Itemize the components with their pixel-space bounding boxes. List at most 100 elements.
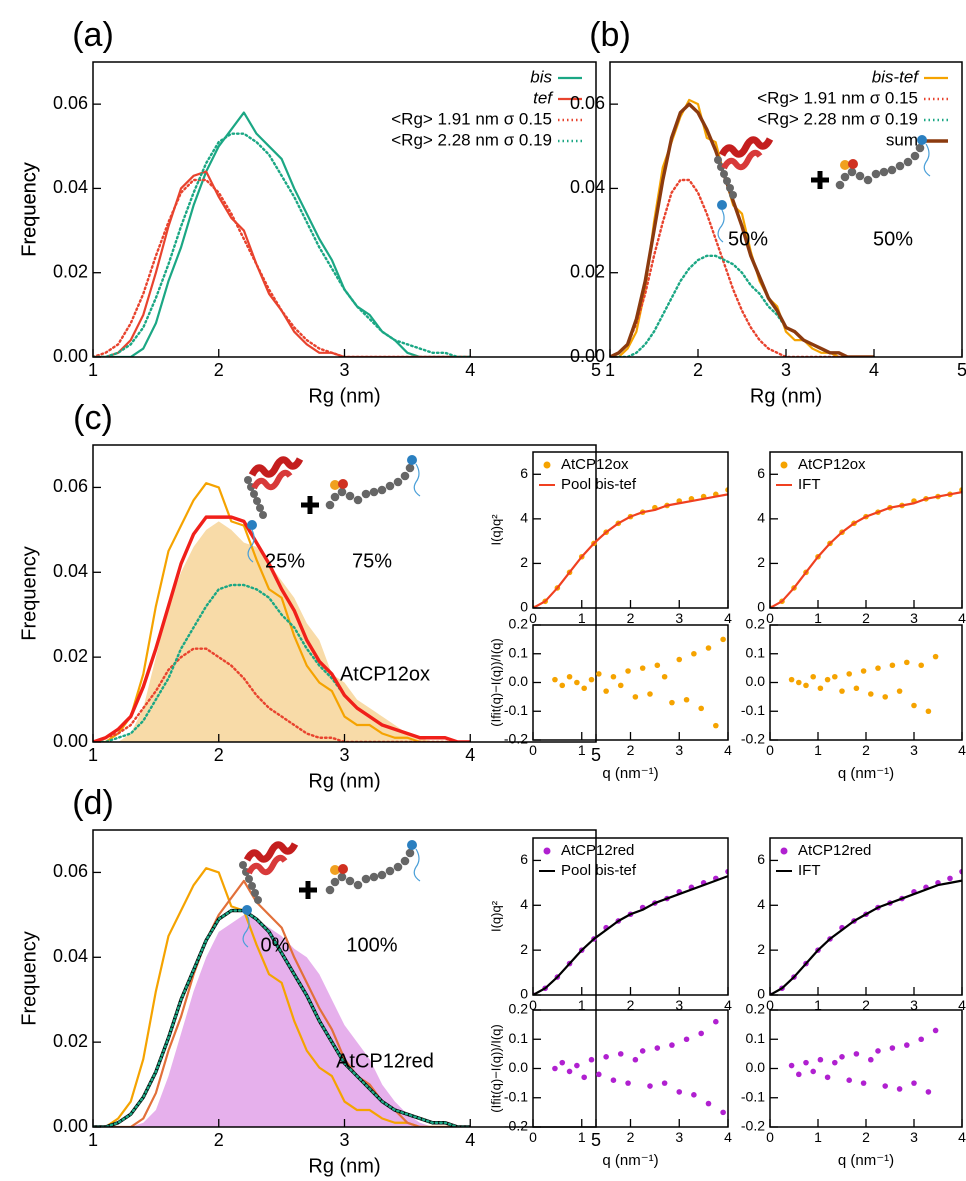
plot-area (770, 868, 962, 995)
x-tick-label: 0 (529, 1129, 537, 1145)
axes-frame (92, 61, 597, 358)
icon-bead (239, 861, 247, 869)
line (93, 482, 471, 742)
x-tick-label: 1 (88, 360, 98, 380)
y-tick-label: 0.2 (509, 1001, 529, 1017)
icon-bead (720, 170, 728, 178)
icon-bead (407, 840, 417, 850)
line (610, 178, 876, 357)
data-point (625, 668, 631, 674)
x-axis-label: Rg (nm) (308, 1155, 380, 1177)
data-point (588, 1056, 595, 1063)
icon-bead (895, 161, 905, 171)
data-point (596, 1071, 602, 1078)
data-point (810, 673, 816, 680)
x-axis-label: Rg (nm) (308, 385, 380, 407)
y-tick-label: -0.1 (741, 1088, 765, 1104)
axes-frame (532, 624, 729, 741)
x-axis-label: Rg (nm) (308, 770, 380, 792)
data-point (632, 694, 639, 700)
icon-bead (337, 487, 347, 497)
data-point (839, 688, 845, 694)
x-axis-label: Rg (nm) (750, 385, 822, 407)
panel-label: (b) (589, 16, 631, 54)
data-point (824, 1074, 831, 1081)
icon-bead (855, 171, 865, 181)
y-tick-label: -0.1 (504, 702, 528, 718)
x-tick-label: 0 (766, 610, 774, 626)
data-point (574, 1062, 580, 1069)
icon-bead (242, 905, 252, 915)
line (93, 583, 472, 742)
data-point (875, 1048, 881, 1054)
y-tick-label: 2 (520, 941, 528, 957)
icon-bead (400, 471, 410, 481)
icon-bead (407, 455, 417, 465)
data-point (669, 1042, 675, 1048)
data-point (691, 1092, 697, 1098)
data-point (925, 1089, 932, 1095)
area (93, 914, 471, 1127)
icon-bead (917, 135, 927, 145)
data-point (810, 1068, 816, 1075)
data-point (713, 722, 719, 729)
data-point (932, 653, 939, 660)
data-point (720, 636, 726, 643)
protein-icon (714, 136, 774, 243)
data-point (566, 1068, 573, 1075)
data-point (911, 702, 917, 709)
x-tick-label: 0 (529, 997, 537, 1013)
y-tick-label: 0.2 (746, 1001, 766, 1017)
icon-bead (840, 172, 850, 182)
x-tick-label: 3 (675, 610, 683, 626)
x-tick-label: 1 (814, 997, 822, 1013)
plot-area (93, 867, 472, 1127)
y-tick-label: 4 (757, 510, 765, 526)
icon-bead (903, 157, 913, 167)
icon-bead (361, 874, 371, 884)
icon-bead (330, 492, 340, 502)
data-point (832, 673, 838, 680)
line (93, 879, 471, 1127)
data-point (683, 696, 690, 703)
annotation: AtCP12red (336, 1050, 434, 1072)
icon-bead (245, 875, 253, 883)
icon-helix (721, 149, 763, 171)
data-point (932, 1027, 939, 1034)
icon-bead (256, 504, 264, 512)
y-tick-label: 0.00 (53, 346, 88, 366)
x-tick-label: 2 (214, 745, 224, 765)
y-tick-label: 0 (757, 986, 765, 1002)
icon-helix (243, 841, 299, 863)
data-point (581, 685, 587, 692)
legend-swatch (543, 461, 551, 469)
y-tick-label: 6 (757, 851, 765, 867)
line (533, 875, 728, 995)
icon-bead (248, 882, 256, 890)
data-point (904, 659, 910, 666)
data-point (889, 1045, 896, 1051)
y-tick-label: 0.2 (509, 616, 529, 632)
icon-bead (247, 520, 257, 530)
x-tick-label: 0 (529, 742, 537, 758)
data-point (669, 699, 675, 706)
plot-area (770, 487, 962, 608)
y-tick-label: 0.0 (509, 673, 529, 689)
x-tick-label: 1 (814, 742, 822, 758)
x-axis-label: q (nm⁻¹) (602, 765, 658, 782)
line (770, 491, 962, 608)
data-point (788, 1062, 795, 1069)
icon-bead (729, 191, 737, 199)
x-tick-label: 3 (910, 742, 918, 758)
axes-frame (532, 1009, 729, 1128)
x-tick-label: 0 (766, 997, 774, 1013)
x-tick-label: 3 (910, 610, 918, 626)
icon-tail (717, 209, 725, 243)
plot-area (788, 653, 939, 715)
panel-label: (a) (72, 16, 114, 54)
data-point (661, 1080, 668, 1086)
data-point (875, 665, 881, 671)
chart-panel: 0 1 2 3 4 0.2 0.1 0.0 -0.1 -0.2 q (nm⁻¹) (Ifit(q)−I… (488, 1001, 732, 1169)
icon-bead (337, 872, 347, 882)
